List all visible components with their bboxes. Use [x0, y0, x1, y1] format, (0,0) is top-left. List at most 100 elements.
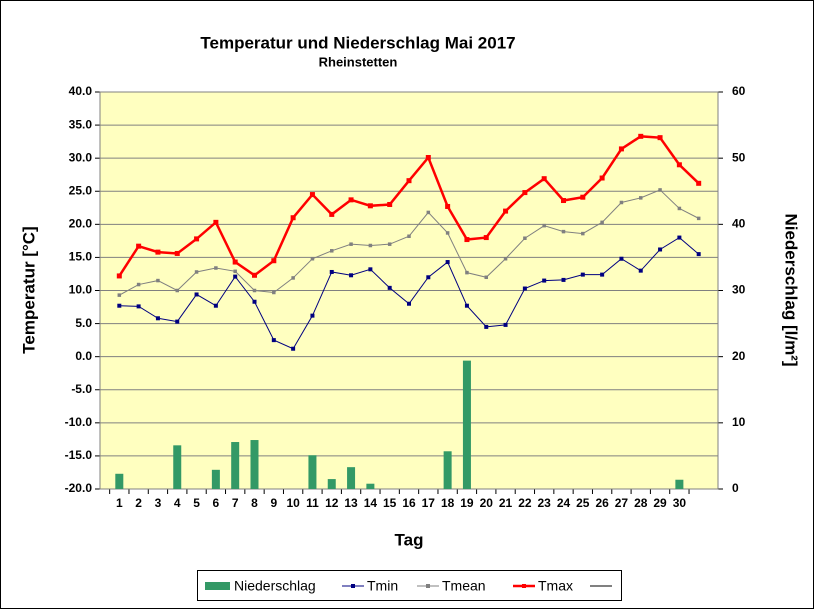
- marker: [194, 292, 199, 297]
- marker: [194, 236, 200, 242]
- legend-marker: [522, 584, 526, 588]
- marker: [406, 178, 412, 184]
- bar: [173, 445, 182, 489]
- legend-label: Tmax: [538, 578, 573, 594]
- legend: [197, 570, 622, 601]
- bar: [250, 440, 259, 489]
- x-tick-label: 14: [364, 496, 378, 510]
- marker: [561, 198, 566, 204]
- marker: [619, 256, 624, 261]
- marker: [136, 304, 141, 309]
- marker: [599, 175, 605, 181]
- marker: [349, 242, 353, 246]
- marker: [310, 256, 315, 261]
- marker: [233, 274, 238, 279]
- chart-title: Temperatur und Niederschlag Mai 2017: [200, 33, 515, 52]
- marker: [426, 210, 431, 215]
- bar: [366, 483, 375, 489]
- marker: [618, 146, 624, 152]
- y-axis-title: Temperatur [°C]: [19, 226, 38, 353]
- y-tick-label: 40.0: [69, 84, 93, 98]
- marker: [638, 268, 643, 273]
- legend-label: Tmean: [442, 578, 486, 594]
- bar: [675, 479, 684, 489]
- x-tick-label: 19: [460, 496, 474, 510]
- marker: [696, 252, 701, 257]
- x-tick-label: 28: [634, 496, 648, 510]
- x-tick-label: 2: [135, 496, 142, 510]
- legend-swatch: [205, 582, 230, 590]
- marker: [252, 272, 257, 278]
- marker: [696, 180, 702, 186]
- marker: [214, 266, 218, 270]
- marker: [387, 242, 392, 246]
- y2-tick-label: 50: [732, 150, 746, 164]
- legend-label: Niederschlag: [234, 578, 316, 594]
- legend-marker: [351, 584, 355, 588]
- bar: [347, 467, 356, 489]
- x-tick-label: 15: [383, 496, 397, 510]
- y-tick-label: -20.0: [65, 481, 93, 495]
- marker: [252, 299, 257, 304]
- marker: [561, 229, 566, 234]
- marker: [600, 220, 604, 225]
- marker: [464, 237, 470, 243]
- y-tick-label: 30.0: [69, 150, 93, 164]
- marker: [542, 223, 546, 228]
- y2-tick-label: 0: [732, 481, 739, 495]
- y-tick-label: -10.0: [65, 415, 93, 429]
- x-tick-label: 8: [251, 496, 258, 510]
- x-tick-label: 18: [441, 496, 455, 510]
- marker: [425, 155, 431, 161]
- y-tick-label: 15.0: [69, 250, 93, 264]
- x-axis-title: Tag: [395, 530, 424, 549]
- y2-tick-label: 10: [732, 415, 746, 429]
- marker: [580, 272, 585, 277]
- x-tick-label: 24: [557, 496, 571, 510]
- marker: [484, 324, 489, 329]
- x-tick-label: 10: [286, 496, 300, 510]
- marker: [291, 346, 296, 351]
- marker: [155, 249, 161, 255]
- marker: [290, 215, 296, 221]
- x-tick-label: 17: [422, 496, 436, 510]
- marker: [407, 301, 411, 306]
- marker: [348, 197, 354, 203]
- marker: [561, 277, 566, 282]
- marker: [619, 200, 624, 205]
- marker: [484, 275, 488, 280]
- x-tick-label: 12: [325, 496, 339, 510]
- marker: [503, 256, 508, 261]
- marker: [677, 235, 682, 240]
- bar: [327, 479, 336, 489]
- y-tick-label: 35.0: [69, 117, 93, 131]
- bar: [115, 473, 124, 489]
- marker: [676, 162, 682, 168]
- marker: [445, 203, 451, 209]
- marker: [272, 290, 276, 295]
- x-tick-label: 25: [576, 496, 590, 510]
- y-tick-label: 0.0: [75, 349, 92, 363]
- marker: [310, 313, 315, 318]
- marker: [503, 208, 509, 214]
- marker: [252, 288, 257, 293]
- marker: [445, 260, 450, 265]
- x-tick-label: 13: [344, 496, 358, 510]
- bar: [443, 451, 452, 489]
- marker: [696, 216, 701, 221]
- marker: [464, 303, 469, 308]
- y-tick-label: 10.0: [69, 283, 93, 297]
- marker: [330, 249, 334, 253]
- y2-tick-label: 60: [732, 84, 746, 98]
- marker: [407, 234, 411, 238]
- marker: [367, 203, 373, 209]
- legend-label: Tmin: [367, 578, 398, 594]
- chart-subtitle: Rheinstetten: [319, 54, 398, 69]
- marker: [465, 270, 469, 275]
- x-tick-label: 9: [270, 496, 277, 510]
- marker: [600, 272, 605, 277]
- legend-items: Niederschlag Tmin Tmean Tmax: [205, 578, 573, 594]
- y-tick-label: 20.0: [69, 217, 93, 231]
- x-tick-label: 29: [653, 496, 667, 510]
